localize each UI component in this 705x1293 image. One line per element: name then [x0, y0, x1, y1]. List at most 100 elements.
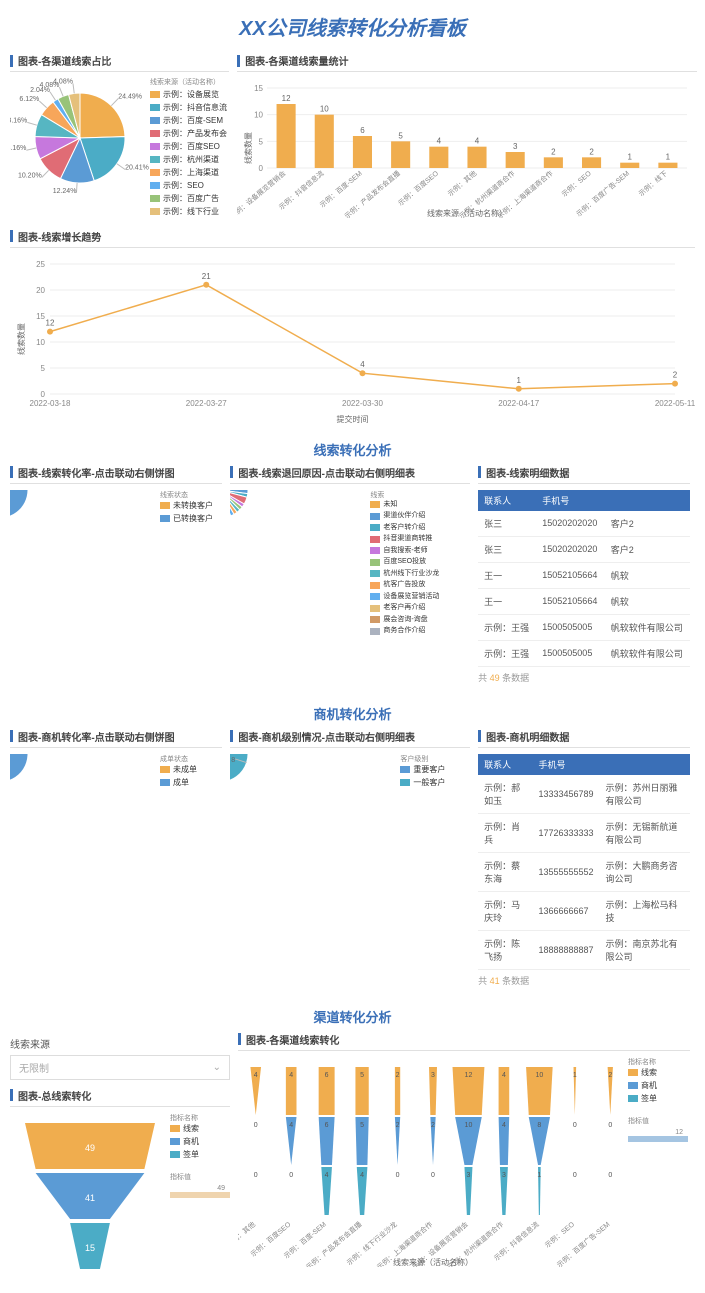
svg-text:0: 0: [573, 1122, 577, 1129]
svg-text:1: 1: [628, 153, 633, 162]
svg-text:4: 4: [502, 1072, 506, 1079]
table-row[interactable]: 示例：王强1500505005帆软软件有限公司: [478, 640, 690, 666]
table-row[interactable]: 王一15052105664帆软: [478, 588, 690, 614]
source-label: 线索来源: [10, 1032, 230, 1055]
pie-lead-rate-chart[interactable]: 16.33%83.67%: [10, 490, 160, 610]
svg-text:2: 2: [396, 1122, 400, 1129]
table-row[interactable]: 示例：陈飞扬18888888887示例：南京苏北有限公司: [478, 930, 690, 969]
svg-text:6: 6: [360, 126, 365, 135]
svg-text:49: 49: [85, 1143, 95, 1153]
pie-opp-level-chart[interactable]: 128: [230, 754, 400, 874]
panel-pie-return: 图表-线索退回原因-点击联动右侧明细表 3431 线索 未知渠道伙伴介绍老客户转…: [230, 465, 470, 688]
pie-return-chart[interactable]: 3431: [230, 490, 370, 610]
table-opp-title: 图表-商机明细数据: [486, 729, 569, 744]
table-col: 联系人: [478, 754, 532, 775]
funnel-total-legend-title: 指标名称: [170, 1113, 230, 1123]
svg-text:2022-03-27: 2022-03-27: [186, 399, 227, 408]
funnel-channel-gauge-label: 指标值: [628, 1116, 690, 1126]
table-row[interactable]: 张三15020202020客户2: [478, 511, 690, 537]
svg-text:20: 20: [36, 286, 45, 295]
svg-text:线索数量: 线索数量: [16, 323, 26, 355]
pie-lead-rate-title: 图表-线索转化率-点击联动右侧饼图: [18, 465, 175, 480]
table-lead-footer: 共 49 条数据: [478, 667, 690, 688]
funnel-channel-legend: 线索商机签单: [628, 1067, 690, 1105]
svg-text:0: 0: [608, 1122, 612, 1129]
pie-opp-rate-title: 图表-商机转化率-点击联动右侧饼图: [18, 729, 175, 744]
svg-text:20.41%: 20.41%: [125, 164, 149, 171]
svg-text:4.08%: 4.08%: [53, 78, 73, 85]
svg-text:25: 25: [36, 260, 45, 269]
panel-pie-opp-level: 图表-商机级别情况-点击联动右侧明细表 128 客户级别 重要客户一般客户: [230, 729, 470, 991]
svg-text:3: 3: [467, 1172, 471, 1179]
panel-table-opp: 图表-商机明细数据 联系人手机号 示例：郝如玉13333456789示例：苏州日…: [478, 729, 690, 991]
pie-opp-legend-title: 成单状态: [160, 754, 197, 764]
pie-channel-legend-title: 线索来源（活动名称）: [150, 78, 229, 89]
svg-text:10: 10: [320, 105, 329, 114]
svg-text:1: 1: [537, 1172, 541, 1179]
pie-return-title: 图表-线索退回原因-点击联动右侧明细表: [238, 465, 415, 480]
section-channel-title: 渠道转化分析: [0, 1001, 705, 1032]
svg-text:示例：SEO: 示例：SEO: [543, 1219, 577, 1249]
svg-text:6.12%: 6.12%: [19, 96, 39, 103]
table-opp[interactable]: 联系人手机号 示例：郝如玉13333456789示例：苏州日丽雅有限公司示例：肖…: [478, 754, 690, 970]
svg-text:0: 0: [41, 390, 46, 399]
panel-line-trend: 图表-线索增长趋势 0510152025122022-03-18212022-0…: [10, 229, 695, 424]
svg-text:示例：SEO: 示例：SEO: [560, 168, 594, 198]
panel-source-filter: 线索来源 无限制 ⌄ 图表-总线索转化 494115 指标名称 线索商机签单 指…: [10, 1032, 230, 1283]
svg-text:3: 3: [431, 1072, 435, 1079]
funnel-channel-legend-title: 指标名称: [628, 1057, 690, 1067]
svg-text:0: 0: [289, 1172, 293, 1179]
panel-bar-channel: 图表-各渠道线索量统计 05101512示例：设备展览营销会10示例：抖音信息流…: [237, 53, 697, 219]
table-row[interactable]: 示例：肖兵17726333333示例：无锡新航道有限公司: [478, 813, 690, 852]
svg-text:1: 1: [666, 153, 671, 162]
table-row[interactable]: 示例：郝如玉13333456789示例：苏州日丽雅有限公司: [478, 775, 690, 814]
svg-text:4: 4: [475, 137, 480, 146]
svg-text:2: 2: [396, 1072, 400, 1079]
svg-text:线索来源（活动名称）: 线索来源（活动名称）: [393, 1257, 473, 1267]
pie-channel-chart[interactable]: 24.49%20.41%12.24%10.20%8.16%8.16%6.12%2…: [10, 78, 150, 198]
svg-text:2: 2: [551, 147, 556, 156]
svg-text:2: 2: [590, 147, 595, 156]
funnel-total-title: 图表-总线索转化: [18, 1088, 91, 1103]
svg-text:4: 4: [360, 1172, 364, 1179]
pie-opp-rate-chart[interactable]: 36.59%63.41%: [10, 754, 160, 874]
source-select-value: 无限制: [19, 1060, 49, 1075]
svg-text:0: 0: [608, 1172, 612, 1179]
section-opp-title: 商机转化分析: [0, 698, 705, 729]
funnel-total-chart[interactable]: 494115: [10, 1113, 170, 1283]
funnel-channel-title: 图表-各渠道线索转化: [246, 1032, 339, 1047]
svg-text:12: 12: [465, 1072, 473, 1079]
table-row[interactable]: 示例：蔡东海13555555552示例：大鹏商务咨询公司: [478, 852, 690, 891]
svg-text:2: 2: [673, 370, 678, 379]
table-lead[interactable]: 联系人手机号 张三15020202020客户2张三15020202020客户2王…: [478, 490, 690, 667]
table-row[interactable]: 王一15052105664帆软: [478, 562, 690, 588]
svg-text:1: 1: [517, 375, 522, 384]
pie-opp-level-legend: 重要客户一般客户: [400, 764, 445, 789]
section-lead-title: 线索转化分析: [0, 434, 705, 465]
table-opp-footer: 共 41 条数据: [478, 970, 690, 991]
svg-text:15: 15: [36, 312, 45, 321]
bar-channel-chart[interactable]: 05101512示例：设备展览营销会10示例：抖音信息流6示例：百度-SEM5示…: [237, 78, 697, 218]
pie-lead-legend: 未转换客户已转换客户: [160, 500, 213, 525]
line-trend-chart[interactable]: 0510152025122022-03-18212022-03-2742022-…: [10, 254, 695, 424]
svg-text:示例：线下: 示例：线下: [637, 169, 670, 198]
svg-text:2: 2: [608, 1072, 612, 1079]
table-row[interactable]: 张三15020202020客户2: [478, 536, 690, 562]
svg-text:0: 0: [254, 1122, 258, 1129]
table-row[interactable]: 示例：王强1500505005帆软软件有限公司: [478, 614, 690, 640]
svg-text:0: 0: [431, 1172, 435, 1179]
svg-text:提交时间: 提交时间: [337, 414, 369, 424]
line-trend-title: 图表-线索增长趋势: [18, 229, 101, 244]
svg-text:4: 4: [325, 1172, 329, 1179]
svg-text:4: 4: [254, 1072, 258, 1079]
svg-text:0: 0: [259, 164, 264, 173]
svg-text:示例：百度SEO: 示例：百度SEO: [396, 168, 440, 207]
svg-text:8: 8: [537, 1122, 541, 1129]
source-select[interactable]: 无限制 ⌄: [10, 1055, 230, 1080]
svg-text:10: 10: [36, 338, 45, 347]
svg-text:8.16%: 8.16%: [10, 117, 27, 124]
svg-text:8.16%: 8.16%: [10, 145, 26, 152]
funnel-channel-chart[interactable]: 400示例：其他440示例：百度SEO664示例：百度-SEM554示例：产品发…: [238, 1057, 628, 1267]
svg-text:15: 15: [85, 1243, 95, 1253]
table-row[interactable]: 示例：马庆玲1366666667示例：上海松马科技: [478, 891, 690, 930]
